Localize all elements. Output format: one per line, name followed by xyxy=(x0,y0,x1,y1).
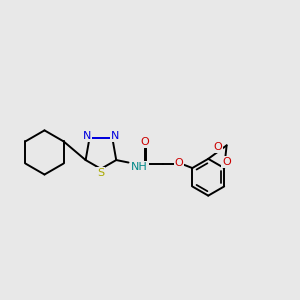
Text: N: N xyxy=(111,131,119,141)
Text: N: N xyxy=(82,131,91,141)
Text: O: O xyxy=(141,137,150,147)
Text: O: O xyxy=(222,157,231,167)
Text: O: O xyxy=(175,158,183,169)
Text: O: O xyxy=(214,142,222,152)
Text: S: S xyxy=(98,168,104,178)
Text: NH: NH xyxy=(131,162,148,172)
